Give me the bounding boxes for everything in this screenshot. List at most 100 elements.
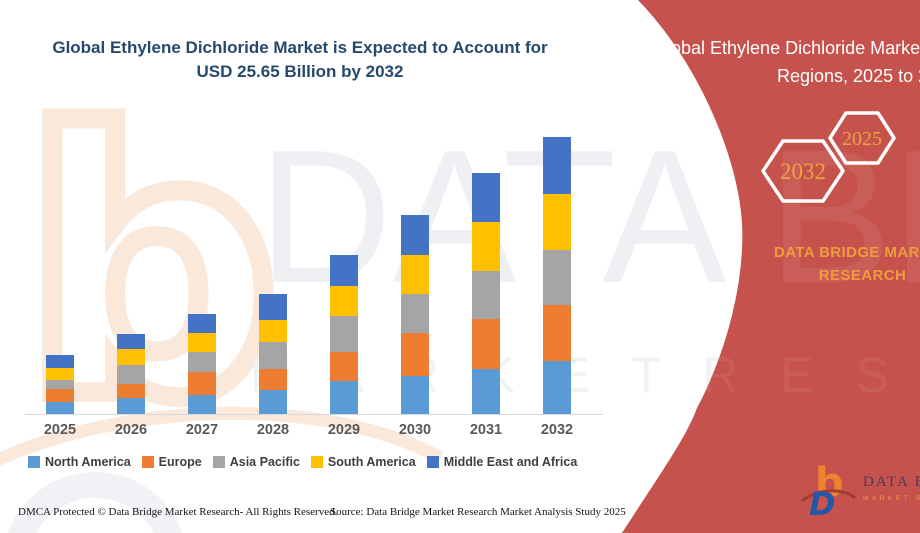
bar-segment-asia-pacific <box>330 315 358 352</box>
bar-segment-north-america <box>188 394 216 414</box>
bar-segment-south-america <box>401 255 429 294</box>
dbmr-logo-mark: b D <box>801 462 856 516</box>
legend-label: Asia Pacific <box>229 455 300 469</box>
legend: North America Europe Asia Pacific South Ame… <box>28 455 613 469</box>
brand-wordmark: DATA BRIDGE MARKET RESEARCH <box>740 241 920 288</box>
x-axis-label-2026: 2026 <box>114 422 148 438</box>
bar-segment-south-america <box>472 222 500 271</box>
legend-swatch <box>212 456 225 468</box>
bar-segment-middle-east-and-africa <box>188 313 216 334</box>
red-panel-shape <box>622 0 920 533</box>
bar-segment-south-america <box>117 349 145 366</box>
bar-segment-europe <box>401 333 429 377</box>
logo-d-glyph: D <box>809 485 836 516</box>
bar-segment-europe <box>46 389 74 402</box>
bar-segment-asia-pacific <box>472 270 500 319</box>
legend-label: Europe <box>158 455 202 469</box>
hexagon-outline <box>828 111 896 165</box>
x-axis-label-2027: 2027 <box>185 422 219 438</box>
bar-segment-middle-east-and-africa <box>259 293 287 320</box>
bar-segment-asia-pacific <box>259 341 287 369</box>
chart-title-line2: USD 25.65 Billion by 2032 <box>196 62 404 82</box>
bar-segment-south-america <box>259 319 287 342</box>
x-axis-line <box>25 414 603 415</box>
x-axis-label-2032: 2032 <box>540 422 574 438</box>
right-panel-heading-line1: Global Ethylene Dichloride Market <box>653 38 920 58</box>
plot-area <box>25 130 600 414</box>
brand-wordmark-line1: DATA BRIDGE MARKET <box>774 244 920 261</box>
x-axis-label-2030: 2030 <box>398 422 432 438</box>
bar-segment-south-america <box>46 367 74 381</box>
hexagon-badge-2025: 2025 <box>828 110 896 171</box>
hexagon-year-label: 2025 <box>842 128 882 150</box>
bar-segment-asia-pacific <box>117 365 145 384</box>
bar-segment-middle-east-and-africa <box>117 334 145 350</box>
bar-segment-north-america <box>401 376 429 414</box>
bar-segment-europe <box>117 383 145 399</box>
bar-segment-middle-east-and-africa <box>46 354 74 368</box>
bar-segment-north-america <box>259 389 287 414</box>
bar-segment-asia-pacific <box>401 293 429 334</box>
x-axis-label-2029: 2029 <box>327 422 361 438</box>
bar-2029 <box>330 255 358 414</box>
chart-title: Global Ethylene Dichloride Market is Exp… <box>10 36 590 84</box>
hexagon-outline <box>761 139 845 203</box>
legend-item-asia-pacific: Asia Pacific <box>212 455 300 469</box>
bar-segment-europe <box>259 368 287 390</box>
bar-2031 <box>472 173 500 414</box>
bar-segment-middle-east-and-africa <box>472 173 500 223</box>
legend-label: North America <box>45 455 131 469</box>
bar-2028 <box>259 293 287 414</box>
x-axis-label-2028: 2028 <box>256 422 290 438</box>
legend-swatch <box>310 456 323 468</box>
legend-label: South America <box>327 455 416 469</box>
footer-dmca-text: DMCA Protected © Data Bridge Market Rese… <box>18 506 338 518</box>
bar-segment-asia-pacific <box>188 351 216 373</box>
legend-item-europe: Europe <box>141 455 202 469</box>
bar-segment-middle-east-and-africa <box>543 137 571 194</box>
brand-wordmark-line2: RESEARCH <box>818 267 907 285</box>
logo-brand-text: DATA BRIDGE <box>863 474 920 490</box>
watermark-swoosh <box>0 406 444 466</box>
bar-segment-north-america <box>330 381 358 414</box>
bar-segment-middle-east-and-africa <box>401 214 429 256</box>
legend-item-middle-east-and-africa: Middle East and Africa <box>426 455 578 469</box>
bar-segment-north-america <box>543 360 571 414</box>
bar-2030 <box>401 214 429 414</box>
legend-swatch <box>28 456 40 468</box>
bar-segment-south-america <box>188 333 216 352</box>
bar-segment-north-america <box>472 368 500 414</box>
bar-segment-europe <box>543 305 571 361</box>
dbmr-logo: b D DATA BRIDGE MARKET RESEARCH <box>800 462 920 516</box>
bar-segment-south-america <box>543 193 571 250</box>
bar-segment-europe <box>472 319 500 369</box>
bar-2032 <box>543 137 571 414</box>
logo-sub-text: MARKET RESEARCH <box>863 495 920 502</box>
bar-segment-north-america <box>46 401 74 414</box>
chart-title-line1: Global Ethylene Dichloride Market is Exp… <box>52 38 548 57</box>
hexagon-year-label: 2032 <box>780 159 826 184</box>
logo-b-glyph: b <box>815 462 844 506</box>
legend-item-south-america: South America <box>310 455 416 469</box>
legend-item-north-america: North America <box>28 455 131 469</box>
x-axis-label-2031: 2031 <box>469 422 503 438</box>
x-axis-labels: 2025 2026 2027 2028 2029 2030 2031 2032 <box>25 422 600 442</box>
footer-source-text: Source: Data Bridge Market Research Mark… <box>330 506 626 518</box>
bar-segment-europe <box>330 351 358 382</box>
bar-segment-north-america <box>117 398 145 414</box>
watermark-circle <box>7 472 183 533</box>
bar-segment-middle-east-and-africa <box>330 255 358 286</box>
bar-segment-south-america <box>330 285 358 316</box>
bar-segment-asia-pacific <box>543 249 571 306</box>
x-axis-label-2025: 2025 <box>43 422 77 438</box>
bar-2026 <box>117 334 145 414</box>
logo-text: DATA BRIDGE MARKET RESEARCH <box>863 462 920 502</box>
bar-2027 <box>188 313 216 414</box>
bar-segment-europe <box>188 372 216 395</box>
hexagon-badge-2032: 2032 <box>760 137 846 210</box>
legend-label: Middle East and Africa <box>443 455 578 469</box>
logo-swoosh <box>801 489 856 503</box>
legend-swatch <box>141 456 154 468</box>
